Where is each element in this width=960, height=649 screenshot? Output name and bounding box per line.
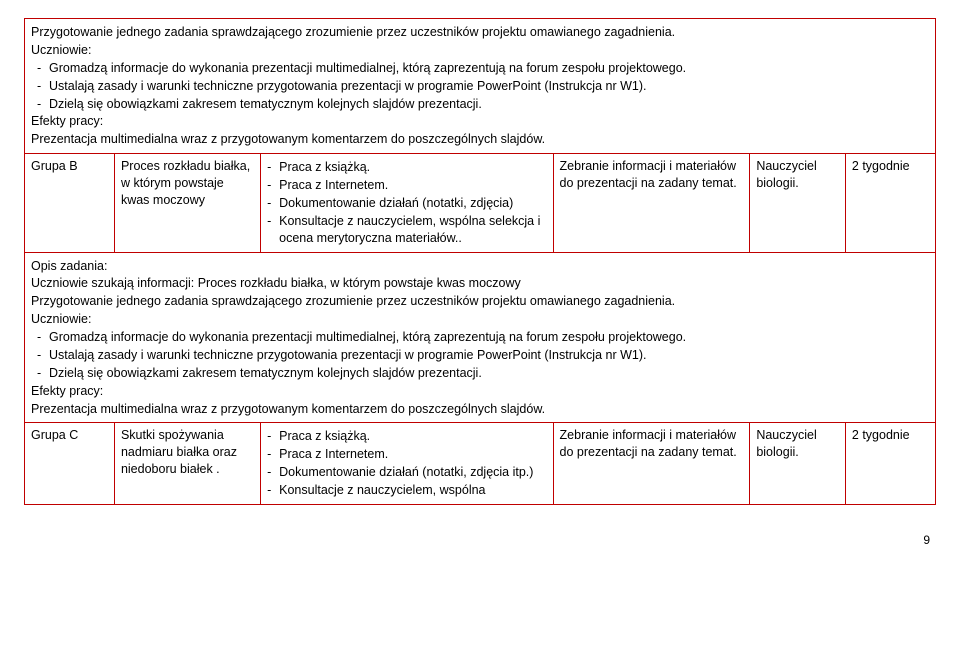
activities-cell: Praca z książką. Praca z Internetem. Dok… (261, 423, 553, 505)
activity-item: Dokumentowanie działań (notatki, zdjęcia… (267, 464, 546, 481)
activities-cell: Praca z książką. Praca z Internetem. Dok… (261, 154, 553, 252)
bullet-item: Gromadzą informacje do wykonania prezent… (31, 329, 929, 346)
grupa-b-row: Grupa B Proces rozkładu białka, w którym… (25, 154, 936, 252)
activity-item: Praca z książką. (267, 159, 546, 176)
line-2: Przygotowanie jednego zadania sprawdzają… (31, 293, 929, 310)
activity-item: Dokumentowanie działań (notatki, zdjęcia… (267, 195, 546, 212)
section-1-row: Przygotowanie jednego zadania sprawdzają… (25, 19, 936, 154)
activity-item: Praca z Internetem. (267, 446, 546, 463)
activity-item: Konsultacje z nauczycielem, wspólna (267, 482, 546, 499)
document-table: Przygotowanie jednego zadania sprawdzają… (24, 18, 936, 505)
efekty-text: Prezentacja multimedialna wraz z przygot… (31, 131, 929, 148)
bullet-item: Ustalają zasady i warunki techniczne prz… (31, 78, 929, 95)
uczniowie-label: Uczniowie: (31, 42, 929, 59)
opis-text: Uczniowie szukają informacji: Proces roz… (31, 275, 929, 292)
bullet-item: Dzielą się obowiązkami zakresem tematycz… (31, 365, 929, 382)
duration-cell: 2 tygodnie (845, 423, 935, 505)
group-cell: Grupa C (25, 423, 115, 505)
teacher-cell: Nauczyciel biologii. (750, 423, 846, 505)
efekty-label: Efekty pracy: (31, 383, 929, 400)
outcome-cell: Zebranie informacji i materiałów do prez… (553, 423, 750, 505)
intro-line: Przygotowanie jednego zadania sprawdzają… (31, 24, 929, 41)
group-cell: Grupa B (25, 154, 115, 252)
efekty-text: Prezentacja multimedialna wraz z przygot… (31, 401, 929, 418)
bullet-item: Gromadzą informacje do wykonania prezent… (31, 60, 929, 77)
section-2-row: Opis zadania: Uczniowie szukają informac… (25, 252, 936, 423)
activity-item: Praca z książką. (267, 428, 546, 445)
bullet-item: Ustalają zasady i warunki techniczne prz… (31, 347, 929, 364)
topic-cell: Proces rozkładu białka, w którym powstaj… (114, 154, 260, 252)
efekty-label: Efekty pracy: (31, 113, 929, 130)
section1-bullets: Gromadzą informacje do wykonania prezent… (31, 60, 929, 113)
activity-item: Praca z Internetem. (267, 177, 546, 194)
section2-bullets: Gromadzą informacje do wykonania prezent… (31, 329, 929, 382)
opis-label: Opis zadania: (31, 258, 929, 275)
activity-item: Konsultacje z nauczycielem, wspólna sele… (267, 213, 546, 247)
duration-cell: 2 tygodnie (845, 154, 935, 252)
grupa-c-row: Grupa C Skutki spożywania nadmiaru białk… (25, 423, 936, 505)
bullet-item: Dzielą się obowiązkami zakresem tematycz… (31, 96, 929, 113)
topic-cell: Skutki spożywania nadmiaru białka oraz n… (114, 423, 260, 505)
page-number: 9 (24, 533, 936, 547)
uczniowie-label: Uczniowie: (31, 311, 929, 328)
outcome-cell: Zebranie informacji i materiałów do prez… (553, 154, 750, 252)
teacher-cell: Nauczyciel biologii. (750, 154, 846, 252)
